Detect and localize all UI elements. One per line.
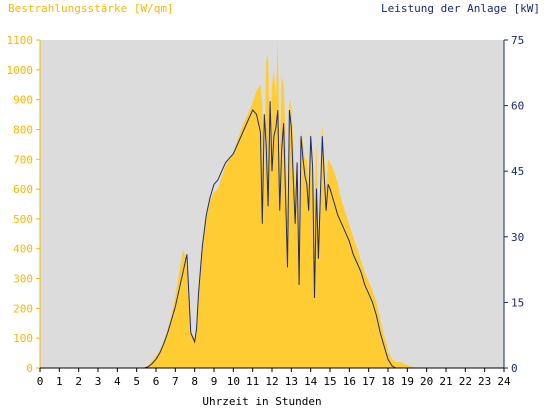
left-tick-label: 700: [13, 153, 33, 166]
left-tick-label: 200: [13, 302, 33, 315]
x-tick-label: 22: [459, 375, 472, 388]
left-tick-label: 1100: [7, 34, 34, 47]
left-tick-label: 600: [13, 183, 33, 196]
series-layer: [40, 40, 504, 369]
x-tick-label: 11: [246, 375, 259, 388]
x-tick-label: 16: [343, 375, 356, 388]
x-tick-label: 5: [133, 375, 140, 388]
x-tick-label: 20: [420, 375, 433, 388]
x-tick-label: 19: [401, 375, 414, 388]
x-tick-label: 2: [75, 375, 82, 388]
left-tick-label: 0: [26, 362, 33, 375]
right-tick-label: 30: [511, 231, 524, 244]
right-tick-label: 15: [511, 296, 524, 309]
x-axis-ticks: 0 1 2 3 4 5 6 7 8 9 10 11 12 13 14 15 16 17 18 19 20 21 22 23 24: [37, 368, 511, 388]
left-tick-label: 900: [13, 94, 33, 107]
left-tick-label: 100: [13, 332, 33, 345]
x-axis-label: Uhrzeit in Stunden: [202, 395, 321, 408]
x-tick-label: 1: [56, 375, 63, 388]
x-tick-label: 18: [381, 375, 394, 388]
x-tick-label: 4: [114, 375, 121, 388]
series-area-irradiance: [144, 40, 419, 368]
series-line-power: [40, 101, 504, 369]
right-axis-ticks: 0 15 30 45 60 75: [504, 34, 524, 375]
x-tick-label: 6: [153, 375, 160, 388]
x-tick-label: 21: [439, 375, 452, 388]
left-axis-ticks: 0 100 200 300 400 500 600 700 800 900 1000 1100: [7, 34, 40, 375]
x-tick-label: 23: [478, 375, 491, 388]
x-tick-label: 15: [323, 375, 336, 388]
x-tick-label: 0: [37, 375, 44, 388]
x-tick-label: 10: [227, 375, 240, 388]
left-tick-label: 800: [13, 123, 33, 136]
left-tick-label: 400: [13, 243, 33, 256]
left-tick-label: 500: [13, 213, 33, 226]
right-axis-title: Leistung der Anlage [kW]: [381, 2, 540, 15]
right-tick-label: 75: [511, 34, 524, 47]
left-tick-label: 300: [13, 273, 33, 286]
x-tick-label: 8: [191, 375, 198, 388]
x-tick-label: 9: [211, 375, 218, 388]
x-tick-label: 7: [172, 375, 179, 388]
right-tick-label: 45: [511, 165, 524, 178]
right-tick-label: 60: [511, 100, 524, 113]
x-tick-label: 14: [304, 375, 318, 388]
right-tick-label: 0: [511, 362, 518, 375]
left-tick-label: 1000: [7, 64, 34, 77]
left-axis-title: Bestrahlungsstärke [W/qm]: [8, 2, 174, 15]
x-tick-label: 17: [362, 375, 375, 388]
x-tick-label: 24: [497, 375, 511, 388]
x-tick-label: 13: [285, 375, 298, 388]
x-tick-label: 12: [265, 375, 278, 388]
x-tick-label: 3: [95, 375, 102, 388]
